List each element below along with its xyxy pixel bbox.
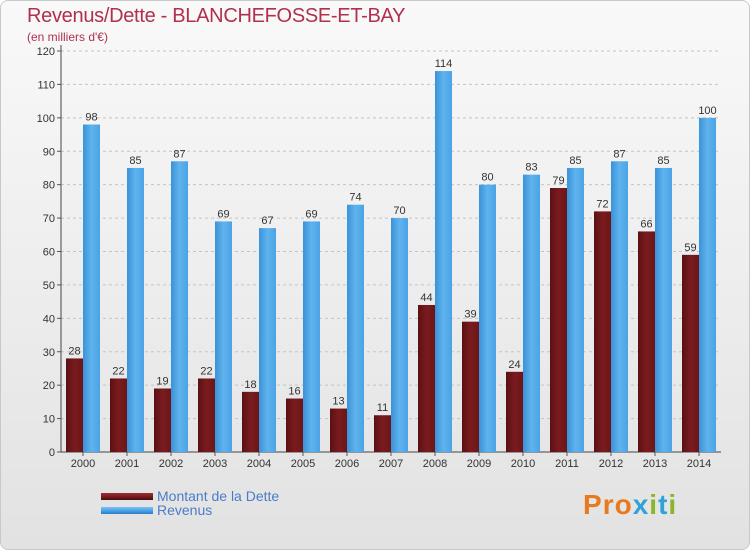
value-label-revenus: 85 — [657, 155, 669, 167]
legend-label-dette: Montant de la Dette — [157, 488, 280, 504]
y-tick-label: 60 — [43, 247, 55, 259]
value-label-revenus: 100 — [698, 105, 716, 117]
bar-revenus — [435, 71, 452, 453]
y-tick-label: 90 — [43, 146, 55, 158]
y-tick-label: 0 — [49, 447, 55, 459]
bar-revenus — [391, 218, 408, 452]
value-label-dette: 22 — [112, 365, 124, 377]
bar-revenus — [523, 174, 540, 452]
x-tick-label: 2011 — [555, 458, 579, 470]
value-label-dette: 11 — [377, 402, 388, 414]
x-tick-label: 2014 — [687, 458, 711, 470]
bar-revenus — [567, 167, 584, 453]
legend-swatch-dette — [101, 492, 153, 500]
x-tick-label: 2010 — [511, 458, 535, 470]
value-label-revenus: 98 — [85, 112, 97, 124]
x-tick-label: 2004 — [247, 458, 271, 470]
bar-dette — [550, 188, 567, 452]
value-label-revenus: 87 — [613, 148, 625, 160]
value-label-dette: 66 — [640, 218, 652, 230]
bar-revenus — [699, 117, 716, 452]
x-tick-label: 2009 — [467, 458, 491, 470]
bar-dette — [594, 211, 611, 452]
y-tick-label: 50 — [43, 280, 55, 292]
bar-revenus — [127, 167, 144, 453]
value-label-dette: 22 — [200, 365, 212, 377]
value-label-revenus: 80 — [481, 172, 493, 184]
bar-dette — [638, 231, 655, 452]
value-label-dette: 44 — [420, 292, 432, 304]
value-label-dette: 59 — [684, 242, 696, 254]
bar-revenus — [303, 221, 320, 452]
bar-dette — [66, 358, 83, 452]
x-tick-label: 2008 — [423, 458, 447, 470]
value-label-revenus: 85 — [569, 155, 581, 167]
proxiti-logo: Proxiti — [583, 489, 678, 520]
bar-revenus — [215, 221, 232, 452]
legend-item-dette: Montant de la Dette — [101, 489, 279, 503]
value-label-revenus: 114 — [435, 58, 453, 70]
bar-dette — [286, 398, 303, 452]
y-tick-label: 100 — [37, 113, 55, 125]
bar-revenus — [611, 161, 628, 452]
value-label-dette: 28 — [68, 345, 80, 357]
x-tick-label: 2003 — [203, 458, 227, 470]
bar-revenus — [347, 204, 364, 452]
bar-dette — [242, 391, 259, 452]
value-label-dette: 79 — [552, 175, 564, 187]
chart-title: Revenus/Dette - BLANCHEFOSSE-ET-BAY — [27, 5, 406, 27]
bar-dette — [374, 415, 391, 452]
bar-dette — [198, 378, 215, 452]
bar-dette — [154, 388, 171, 452]
bar-dette — [506, 371, 523, 452]
y-tick-label: 120 — [37, 46, 55, 58]
value-label-dette: 24 — [508, 359, 520, 371]
y-tick-label: 80 — [43, 180, 55, 192]
bar-revenus — [259, 228, 276, 452]
x-tick-label: 2005 — [291, 458, 315, 470]
bar-revenus — [83, 124, 100, 453]
value-label-revenus: 67 — [261, 215, 273, 227]
value-label-revenus: 85 — [129, 155, 141, 167]
bar-revenus — [171, 161, 188, 452]
x-tick-label: 2012 — [599, 458, 623, 470]
value-label-dette: 72 — [596, 198, 608, 210]
value-label-dette: 13 — [332, 396, 344, 408]
x-tick-label: 2013 — [643, 458, 667, 470]
bar-dette — [418, 304, 435, 452]
x-tick-label: 2007 — [379, 458, 403, 470]
bar-revenus — [479, 184, 496, 452]
y-tick-label: 20 — [43, 380, 55, 392]
legend-label-revenus: Revenus — [157, 502, 213, 518]
bar-dette — [110, 378, 127, 452]
value-label-revenus: 69 — [305, 208, 317, 220]
y-tick-label: 40 — [43, 313, 55, 325]
value-label-revenus: 74 — [349, 192, 361, 204]
y-tick-label: 30 — [43, 347, 55, 359]
value-label-dette: 18 — [244, 379, 256, 391]
value-label-revenus: 70 — [393, 205, 405, 217]
bar-dette — [330, 408, 347, 452]
value-label-dette: 16 — [288, 386, 300, 398]
legend-swatch-revenus — [101, 506, 153, 514]
bar-dette — [462, 321, 479, 452]
x-tick-label: 2002 — [159, 458, 183, 470]
y-tick-label: 70 — [43, 213, 55, 225]
chart-subtitle: (en milliers d'€) — [27, 30, 108, 44]
bar-dette — [682, 254, 699, 452]
y-tick-label: 10 — [43, 414, 55, 426]
value-label-revenus: 87 — [173, 148, 185, 160]
y-tick-label: 110 — [37, 79, 55, 91]
value-label-dette: 39 — [464, 309, 476, 321]
x-tick-label: 2006 — [335, 458, 359, 470]
x-tick-label: 2001 — [115, 458, 139, 470]
value-label-dette: 19 — [156, 376, 168, 388]
x-tick-label: 2000 — [71, 458, 95, 470]
legend-item-revenus: Revenus — [101, 503, 212, 517]
bar-revenus — [655, 167, 672, 453]
value-label-revenus: 83 — [525, 162, 537, 174]
value-label-revenus: 69 — [217, 208, 229, 220]
